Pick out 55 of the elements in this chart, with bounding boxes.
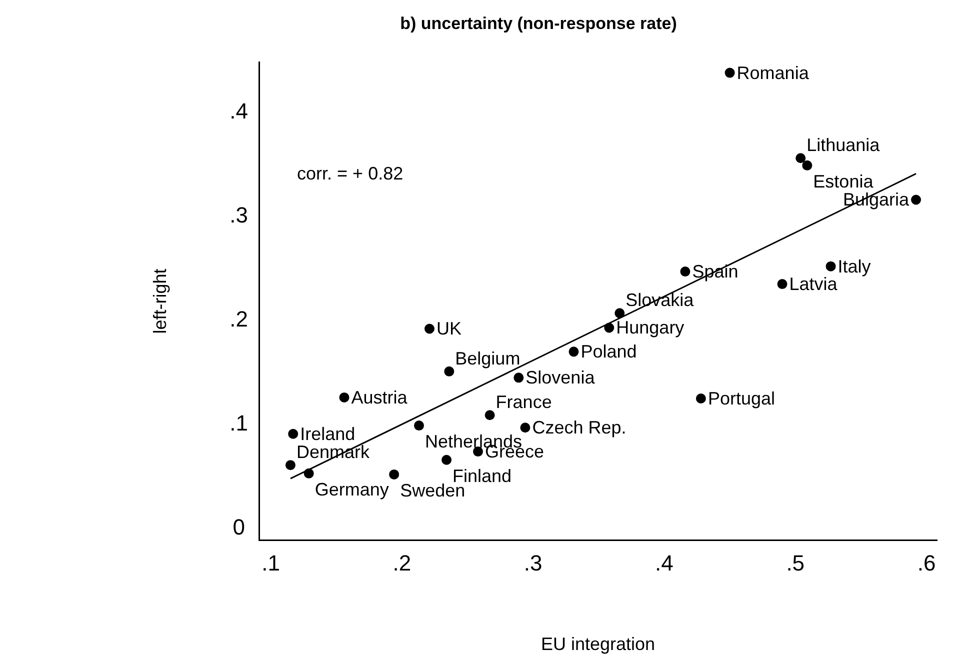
point [414, 420, 424, 431]
x-axis-title: EU integration [540, 634, 656, 654]
annotation: Romania [736, 62, 810, 83]
point [680, 266, 690, 277]
annotation: UK [436, 318, 462, 339]
annotation: Germany [314, 479, 389, 500]
annotation: Latvia [789, 274, 838, 294]
annotation: Austria [351, 387, 408, 408]
point [288, 428, 298, 439]
y-tick-label: .2 [230, 306, 248, 332]
point [285, 460, 296, 470]
point [304, 468, 314, 478]
x-tick-label: .6 [917, 550, 936, 576]
x-tick-label: .4 [655, 550, 674, 576]
point [911, 194, 922, 205]
point [568, 346, 579, 357]
annotation: corr. = + 0.82 [297, 164, 404, 184]
annotation: Italy [838, 256, 871, 276]
point [514, 372, 524, 383]
annotation: Finland [452, 466, 512, 486]
annotation: France [496, 392, 552, 412]
annotation: Lithuania [806, 135, 881, 156]
x-tick-label: .5 [786, 550, 805, 576]
point [802, 160, 812, 170]
point [442, 454, 452, 465]
point [614, 308, 625, 318]
point [424, 324, 434, 334]
y-tick-label: .3 [230, 202, 248, 228]
annotation: Belgium [455, 348, 520, 368]
annotation: Czech Rep. [532, 418, 626, 438]
point [826, 261, 836, 272]
point [484, 410, 495, 420]
x-tick-label: .2 [392, 550, 412, 576]
point [724, 68, 735, 78]
point [604, 322, 614, 333]
chart-title: b) uncertainty (non-response rate) [400, 14, 677, 33]
point [389, 469, 400, 480]
point [444, 366, 454, 376]
y-tick-label: .1 [230, 410, 248, 436]
x-tick-label: .1 [262, 550, 280, 576]
y-tick-label: 0 [232, 514, 245, 540]
point [696, 393, 706, 404]
annotation: Slovenia [526, 368, 596, 388]
point [520, 422, 530, 433]
y-axis-title: left-right [150, 268, 170, 334]
x-tick-label: .3 [524, 550, 542, 576]
annotation: Hungary [616, 318, 684, 338]
point [777, 279, 788, 290]
annotation: Portugal [708, 388, 775, 408]
annotation: Ireland [300, 424, 356, 444]
annotation: Estonia [813, 171, 874, 192]
point [796, 153, 806, 164]
annotation: Poland [580, 342, 637, 362]
point [339, 392, 350, 402]
y-tick-label: .4 [230, 98, 248, 124]
